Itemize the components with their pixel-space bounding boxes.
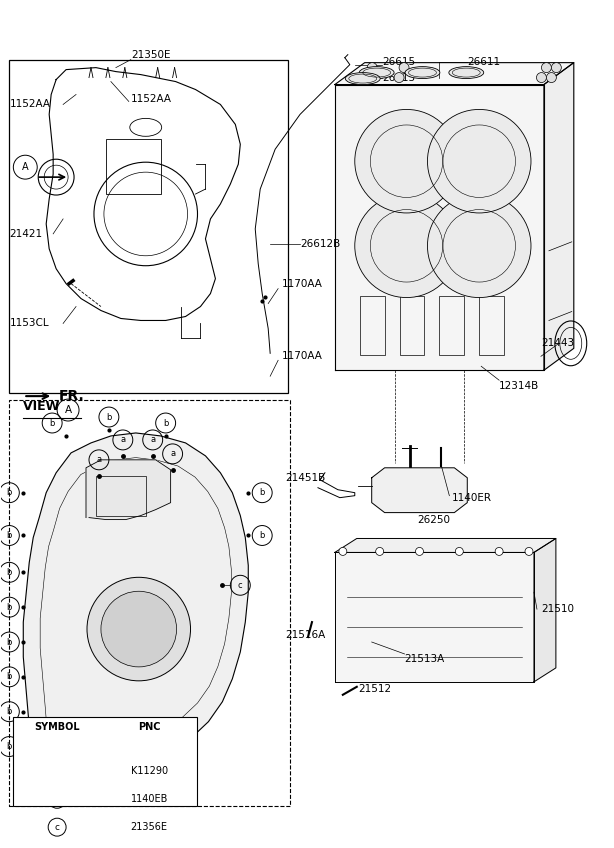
Text: K11290: K11290 <box>131 767 168 777</box>
Text: 21513A: 21513A <box>405 654 445 664</box>
Text: b: b <box>106 412 112 421</box>
Text: b: b <box>7 531 12 540</box>
Text: b: b <box>163 419 168 427</box>
Text: 26250: 26250 <box>418 515 451 525</box>
Text: 21510: 21510 <box>541 604 574 614</box>
Circle shape <box>427 109 531 213</box>
Text: 1140EB: 1140EB <box>131 795 168 804</box>
Text: b: b <box>82 749 88 758</box>
Text: 21421: 21421 <box>9 229 42 239</box>
Text: 1153CL: 1153CL <box>9 319 49 328</box>
Circle shape <box>355 194 458 298</box>
Circle shape <box>546 73 556 82</box>
Circle shape <box>542 63 551 73</box>
Circle shape <box>525 548 533 555</box>
Text: b: b <box>54 795 60 804</box>
Bar <box>400 296 424 355</box>
Text: SYMBOL: SYMBOL <box>34 722 80 732</box>
Text: 1140ER: 1140ER <box>451 493 491 503</box>
Polygon shape <box>23 433 248 767</box>
Circle shape <box>551 63 561 73</box>
Text: b: b <box>50 419 55 427</box>
Circle shape <box>339 548 347 555</box>
Circle shape <box>362 73 372 82</box>
Polygon shape <box>534 538 556 682</box>
Polygon shape <box>86 460 171 520</box>
Text: a: a <box>150 435 155 444</box>
Text: a: a <box>55 767 60 776</box>
Text: 26612B: 26612B <box>300 239 340 248</box>
Bar <box>9 59 288 393</box>
Bar <box>479 296 504 355</box>
Text: b: b <box>260 531 265 540</box>
Bar <box>360 296 384 355</box>
Text: a: a <box>120 435 125 444</box>
Ellipse shape <box>345 73 380 85</box>
Polygon shape <box>335 85 544 371</box>
Circle shape <box>367 63 377 73</box>
Circle shape <box>101 591 177 667</box>
Circle shape <box>427 194 531 298</box>
Text: 1170AA: 1170AA <box>282 351 323 361</box>
Ellipse shape <box>449 67 484 79</box>
Text: b: b <box>7 672 12 681</box>
Text: 26611: 26611 <box>467 57 500 67</box>
Circle shape <box>495 548 503 555</box>
Circle shape <box>376 548 384 555</box>
Circle shape <box>456 548 464 555</box>
Text: c: c <box>238 581 243 589</box>
Text: PNC: PNC <box>138 722 160 732</box>
Circle shape <box>537 73 546 82</box>
Text: b: b <box>133 749 139 758</box>
Polygon shape <box>544 63 574 371</box>
Text: 26615: 26615 <box>383 73 416 82</box>
Ellipse shape <box>359 67 394 79</box>
Text: 12314B: 12314B <box>499 381 539 391</box>
Text: A: A <box>64 405 72 415</box>
Circle shape <box>399 63 409 73</box>
Text: a: a <box>96 455 101 465</box>
Text: b: b <box>7 707 12 717</box>
Text: 26615: 26615 <box>383 57 416 67</box>
Bar <box>440 296 464 355</box>
Text: b: b <box>7 568 12 577</box>
Text: 21512: 21512 <box>358 683 391 694</box>
Text: c: c <box>55 823 60 832</box>
Bar <box>14 717 198 806</box>
Text: VIEW: VIEW <box>23 400 64 413</box>
Text: A: A <box>22 162 29 172</box>
Polygon shape <box>371 468 467 512</box>
Text: 1170AA: 1170AA <box>282 279 323 288</box>
Circle shape <box>394 73 404 82</box>
Text: b: b <box>7 488 12 497</box>
Circle shape <box>416 548 424 555</box>
Text: b: b <box>260 488 265 497</box>
Bar <box>9 400 290 806</box>
Text: 1152AA: 1152AA <box>9 99 50 109</box>
Text: 1152AA: 1152AA <box>131 94 172 104</box>
Bar <box>96 476 146 516</box>
Text: 21451B: 21451B <box>285 472 325 483</box>
Text: a: a <box>170 449 175 459</box>
Polygon shape <box>335 538 556 552</box>
Text: b: b <box>7 603 12 611</box>
Text: 21443: 21443 <box>541 338 574 349</box>
Bar <box>106 139 161 194</box>
Text: FR.: FR. <box>59 389 85 403</box>
Polygon shape <box>335 63 574 85</box>
Text: b: b <box>7 742 12 751</box>
Polygon shape <box>335 552 534 682</box>
Text: b: b <box>7 638 12 646</box>
Text: 21356E: 21356E <box>131 823 168 832</box>
Circle shape <box>355 109 458 213</box>
Circle shape <box>87 577 190 681</box>
Ellipse shape <box>405 67 440 79</box>
Text: 21350E: 21350E <box>131 50 170 59</box>
Text: 21516A: 21516A <box>285 630 325 640</box>
